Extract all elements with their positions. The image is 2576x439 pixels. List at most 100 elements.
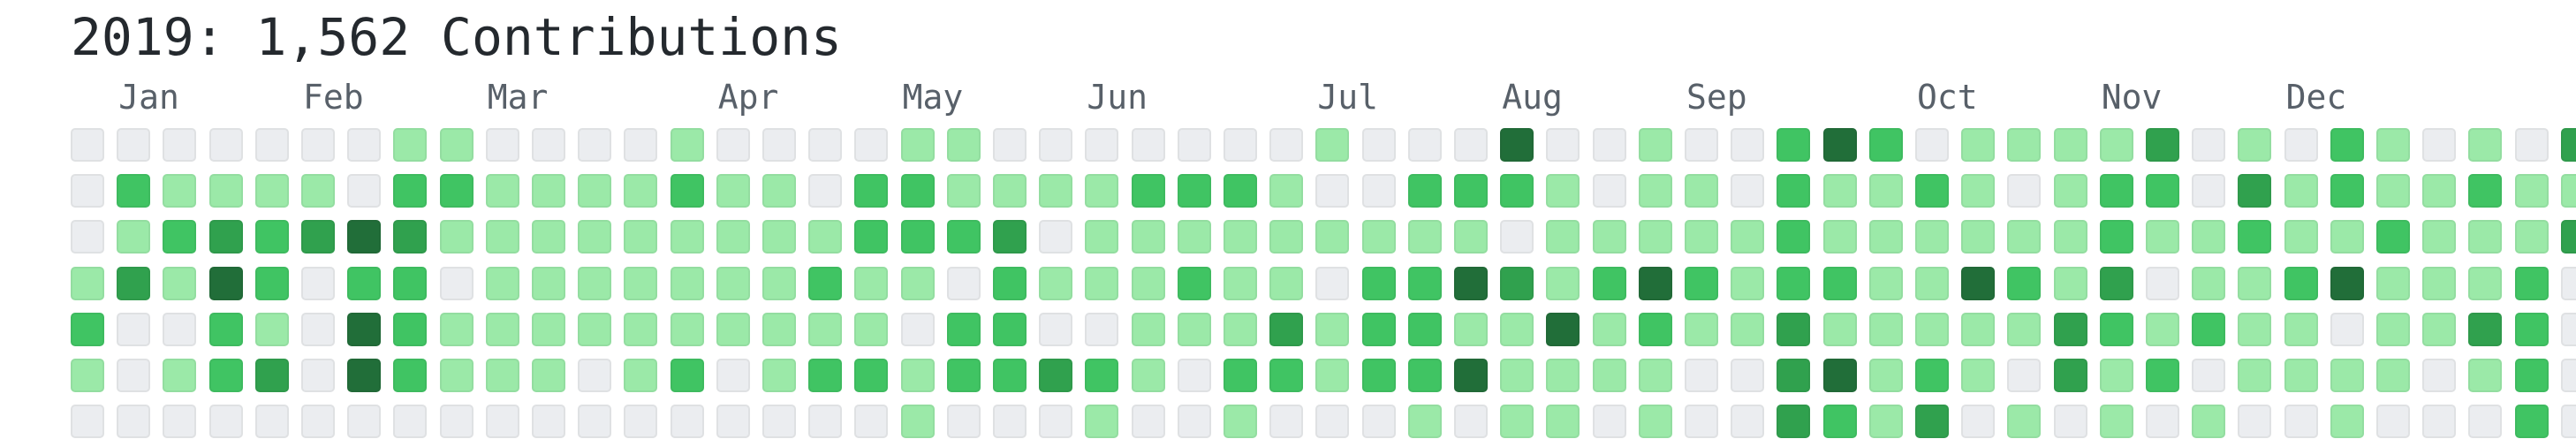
contribution-day[interactable] [2099,220,2133,254]
contribution-day[interactable] [1822,128,1857,162]
contribution-day[interactable] [993,128,1027,162]
contribution-day[interactable] [393,174,428,208]
contribution-day[interactable] [1131,359,1165,392]
contribution-day[interactable] [808,174,843,208]
contribution-day[interactable] [854,128,889,162]
contribution-day[interactable] [2560,266,2576,300]
contribution-day[interactable] [2146,220,2179,254]
contribution-day[interactable] [670,128,704,162]
contribution-day[interactable] [163,128,197,162]
contribution-day[interactable] [762,266,796,300]
contribution-day[interactable] [716,220,750,254]
contribution-day[interactable] [716,312,750,346]
contribution-day[interactable] [2238,220,2272,254]
contribution-day[interactable] [1039,220,1073,254]
contribution-day[interactable] [1085,405,1119,439]
contribution-day[interactable] [2330,174,2364,208]
contribution-day[interactable] [854,405,889,439]
contribution-day[interactable] [2468,405,2503,439]
contribution-day[interactable] [1177,174,1211,208]
contribution-day[interactable] [2284,174,2318,208]
contribution-day[interactable] [1546,312,1580,346]
contribution-day[interactable] [1638,405,1672,439]
contribution-day[interactable] [1131,266,1165,300]
contribution-day[interactable] [1269,128,1304,162]
contribution-day[interactable] [1361,359,1396,392]
contribution-day[interactable] [854,359,889,392]
contribution-day[interactable] [1592,174,1626,208]
contribution-day[interactable] [163,220,197,254]
contribution-day[interactable] [993,174,1027,208]
contribution-day[interactable] [1361,174,1396,208]
contribution-day[interactable] [2099,359,2133,392]
contribution-day[interactable] [808,312,843,346]
contribution-day[interactable] [1361,128,1396,162]
contribution-day[interactable] [1638,359,1672,392]
contribution-day[interactable] [1822,359,1857,392]
contribution-day[interactable] [1868,128,1903,162]
contribution-day[interactable] [163,405,197,439]
contribution-day[interactable] [254,174,289,208]
contribution-day[interactable] [2514,266,2549,300]
contribution-day[interactable] [1915,312,1949,346]
contribution-day[interactable] [2007,405,2042,439]
contribution-day[interactable] [1546,128,1580,162]
contribution-day[interactable] [2007,174,2042,208]
contribution-day[interactable] [1777,405,1811,439]
contribution-day[interactable] [117,266,151,300]
contribution-day[interactable] [762,359,796,392]
contribution-day[interactable] [716,174,750,208]
contribution-day[interactable] [2099,405,2133,439]
contribution-day[interactable] [1361,312,1396,346]
contribution-day[interactable] [163,359,197,392]
contribution-day[interactable] [532,128,565,162]
contribution-day[interactable] [2514,312,2549,346]
contribution-day[interactable] [2238,266,2272,300]
contribution-day[interactable] [1961,220,1996,254]
contribution-day[interactable] [1454,174,1488,208]
contribution-day[interactable] [1085,359,1119,392]
contribution-day[interactable] [301,266,335,300]
contribution-day[interactable] [163,312,197,346]
contribution-day[interactable] [2238,312,2272,346]
contribution-day[interactable] [1777,359,1811,392]
contribution-day[interactable] [2238,174,2272,208]
contribution-day[interactable] [1131,312,1165,346]
contribution-day[interactable] [670,266,704,300]
contribution-day[interactable] [1638,312,1672,346]
contribution-day[interactable] [716,359,750,392]
contribution-day[interactable] [393,220,428,254]
contribution-day[interactable] [532,312,565,346]
contribution-day[interactable] [1546,220,1580,254]
contribution-day[interactable] [900,405,935,439]
contribution-day[interactable] [1269,405,1304,439]
contribution-day[interactable] [1085,174,1119,208]
contribution-day[interactable] [2192,312,2226,346]
contribution-day[interactable] [624,266,658,300]
contribution-day[interactable] [2146,359,2179,392]
contribution-day[interactable] [1407,312,1442,346]
contribution-day[interactable] [670,174,704,208]
contribution-day[interactable] [1915,174,1949,208]
contribution-day[interactable] [1777,128,1811,162]
contribution-day[interactable] [1868,405,1903,439]
contribution-day[interactable] [2330,359,2364,392]
contribution-day[interactable] [1224,359,1257,392]
contribution-day[interactable] [993,266,1027,300]
contribution-day[interactable] [1777,266,1811,300]
contribution-day[interactable] [2376,174,2410,208]
contribution-day[interactable] [716,405,750,439]
contribution-day[interactable] [1454,405,1488,439]
contribution-day[interactable] [439,405,474,439]
contribution-day[interactable] [1224,220,1257,254]
contribution-day[interactable] [2468,359,2503,392]
contribution-day[interactable] [1407,266,1442,300]
contribution-day[interactable] [762,128,796,162]
contribution-day[interactable] [1685,220,1718,254]
contribution-day[interactable] [2468,312,2503,346]
contribution-day[interactable] [2514,174,2549,208]
contribution-day[interactable] [117,405,151,439]
contribution-day[interactable] [1868,174,1903,208]
contribution-day[interactable] [163,266,197,300]
contribution-day[interactable] [1224,266,1257,300]
